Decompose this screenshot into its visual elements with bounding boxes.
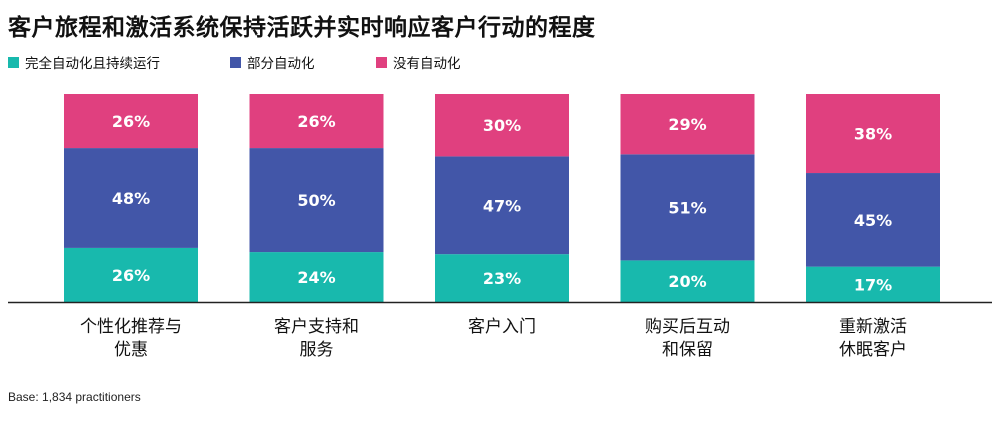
data-label: 29% (668, 115, 706, 134)
bar-segment-partial (435, 156, 569, 255)
legend: 完全自动化且持续运行 部分自动化 没有自动化 (8, 52, 988, 72)
category-label: 休眠客户 (839, 340, 907, 360)
data-label: 23% (483, 269, 521, 288)
bar-segment-none (620, 94, 755, 155)
bar-segment-none (435, 94, 569, 157)
category-label: 客户支持和 (274, 317, 359, 337)
legend-item-full: 完全自动化且持续运行 (8, 52, 160, 72)
bar-segment-partial (64, 148, 198, 248)
bar-segment-none (249, 94, 384, 149)
legend-item-partial: 部分自动化 (230, 52, 315, 72)
data-label: 26% (112, 112, 150, 131)
data-label: 50% (297, 191, 335, 210)
data-label: 20% (668, 272, 706, 291)
data-label: 51% (668, 198, 706, 217)
legend-item-none: 没有自动化 (376, 52, 461, 72)
bar-segment-partial (249, 148, 384, 253)
data-label: 26% (112, 266, 150, 285)
category-label: 和保留 (662, 340, 713, 360)
bar-segment-full (249, 252, 384, 302)
category-label: 个性化推荐与 (80, 317, 182, 337)
bar-segment-partial (806, 173, 940, 267)
legend-label-none: 没有自动化 (393, 56, 461, 72)
bar-segment-partial (620, 154, 755, 261)
data-label: 26% (297, 112, 335, 131)
legend-swatch-partial (230, 56, 241, 68)
data-label: 24% (297, 268, 335, 287)
data-label: 30% (483, 116, 521, 135)
legend-swatch-full (8, 56, 19, 68)
bar-segment-none (806, 94, 940, 174)
bar-segment-full (806, 266, 940, 302)
data-label: 45% (854, 211, 892, 230)
bar-segment-full (435, 254, 569, 302)
legend-label-partial: 部分自动化 (247, 56, 315, 72)
chart-title: 客户旅程和激活系统保持活跃并实时响应客户行动的程度 (8, 15, 596, 41)
category-label: 购买后互动 (645, 317, 730, 337)
bar-segment-full (64, 247, 198, 302)
data-label: 38% (854, 125, 892, 144)
legend-label-full: 完全自动化且持续运行 (25, 56, 160, 72)
category-label: 优惠 (114, 340, 148, 360)
bar-segment-none (64, 94, 198, 149)
category-label: 重新激活 (839, 317, 907, 337)
data-label: 17% (854, 275, 892, 294)
legend-swatch-none (376, 56, 387, 68)
category-label: 服务 (300, 340, 334, 360)
data-label: 47% (483, 196, 521, 215)
footnote: Base: 1,834 practitioners (8, 390, 141, 404)
category-label: 客户入门 (468, 317, 536, 337)
data-label: 48% (112, 189, 150, 208)
bar-segment-full (620, 260, 755, 302)
